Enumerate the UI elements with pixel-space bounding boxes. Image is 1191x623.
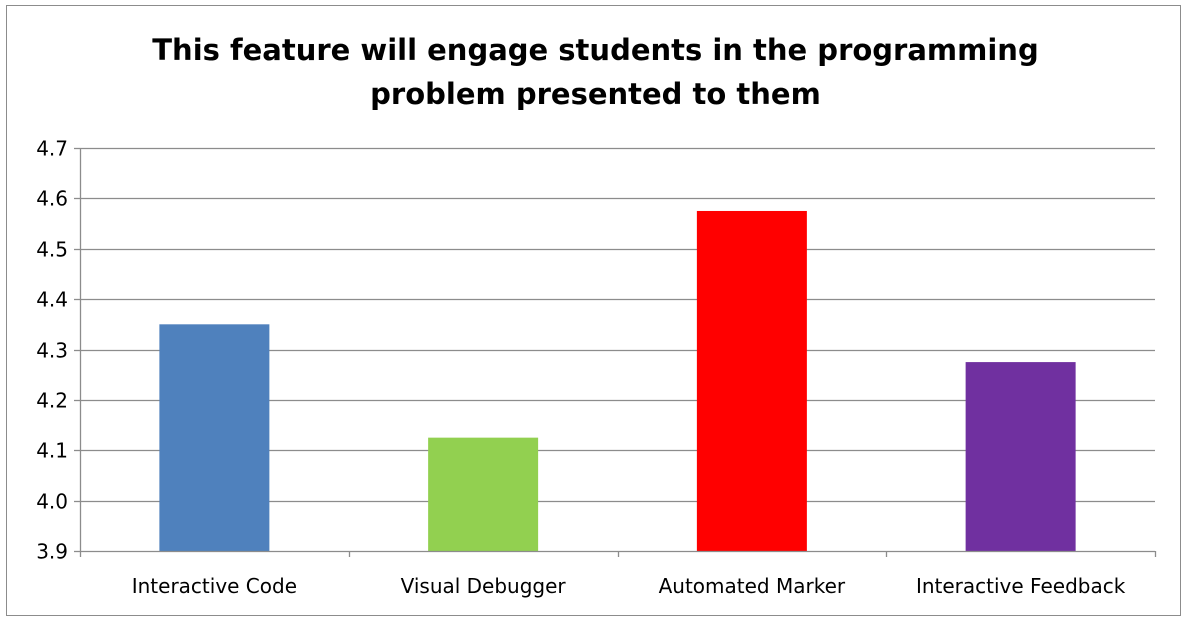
- chart-title: This feature will engage students in the…: [0, 28, 1191, 116]
- y-tick-label: 4.5: [36, 238, 68, 262]
- bar-interactive-feedback: [965, 362, 1076, 551]
- x-category-label: Visual Debugger: [401, 574, 567, 598]
- x-category-label: Interactive Code: [132, 574, 297, 598]
- axes: [74, 147, 1157, 557]
- x-category-label: Interactive Feedback: [916, 574, 1126, 598]
- y-tick-label: 3.9: [36, 540, 68, 564]
- chart-title-line-2: problem presented to them: [370, 77, 821, 111]
- x-category-labels: Interactive Code Visual Debugger Automated…: [132, 574, 1126, 598]
- bars: [159, 210, 1076, 551]
- y-tick-label: 4.0: [36, 490, 68, 514]
- y-tick-label: 4.6: [36, 187, 68, 211]
- y-tick-label: 4.1: [36, 439, 68, 463]
- y-tick-label: 4.3: [36, 339, 68, 363]
- chart-title-line-1: This feature will engage students in the…: [152, 33, 1039, 67]
- y-tick-label: 4.2: [36, 389, 68, 413]
- bar-automated-marker: [696, 210, 807, 551]
- y-tick-label: 4.4: [36, 288, 68, 312]
- x-category-label: Automated Marker: [659, 574, 846, 598]
- bar-visual-debugger: [428, 437, 539, 551]
- y-tick-labels: 3.9 4.0 4.1 4.2 4.3 4.4 4.5 4.6 4.7: [36, 137, 68, 564]
- y-tick-label: 4.7: [36, 137, 68, 161]
- bar-interactive-code: [159, 324, 270, 551]
